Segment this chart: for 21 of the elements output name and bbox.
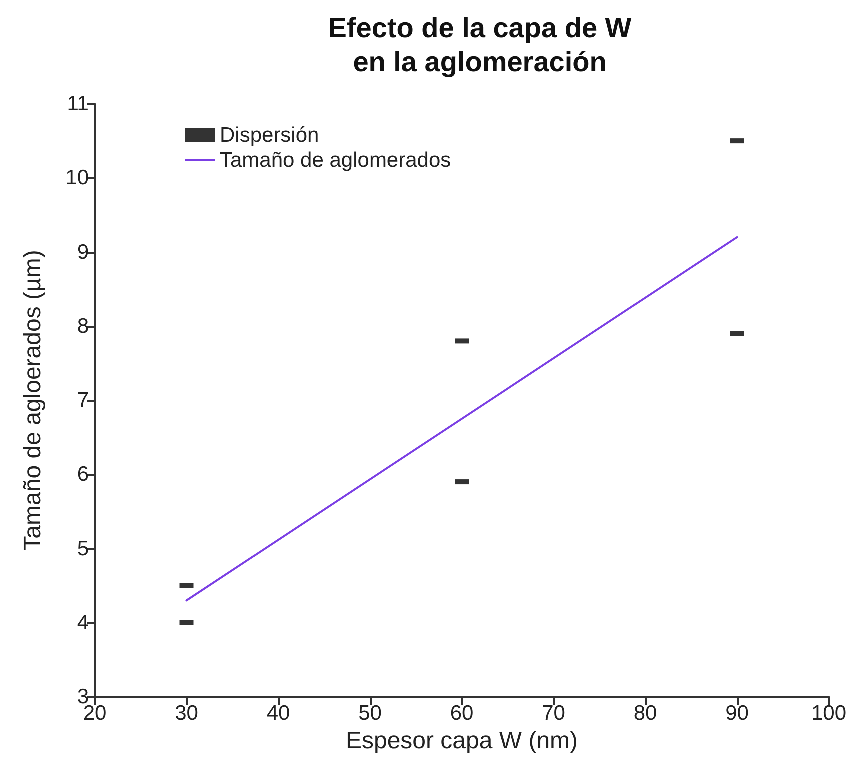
y-tick-label: 7 <box>77 389 89 412</box>
x-axis-title: Espesor capa W (nm) <box>346 728 578 754</box>
x-tick-label: 60 <box>450 702 474 725</box>
y-tick-label: 8 <box>77 314 89 338</box>
y-tick-label: 9 <box>77 240 89 264</box>
y-axis-title: Tamaño de agloerados (µm) <box>20 250 46 551</box>
x-tick-label: 90 <box>726 702 749 725</box>
y-tick-label: 10 <box>66 166 89 190</box>
y-tick-label: 11 <box>67 92 89 116</box>
x-tick-label: 100 <box>811 702 847 725</box>
y-tick-label: 6 <box>77 463 89 486</box>
x-tick-label: 50 <box>358 702 382 725</box>
x-tick-label: 30 <box>175 702 198 725</box>
chart-title: Efecto de la capa de W en la aglomeración <box>328 12 632 78</box>
legend-label: Tamaño de aglomerados <box>220 149 452 172</box>
y-tick-label: 4 <box>77 611 90 634</box>
x-tick-label: 70 <box>542 702 566 725</box>
x-tick-label: 40 <box>266 702 290 725</box>
y-tick-label: 5 <box>77 537 89 560</box>
legend-label: Dispersión <box>220 124 320 147</box>
x-tick-label: 80 <box>634 702 658 725</box>
